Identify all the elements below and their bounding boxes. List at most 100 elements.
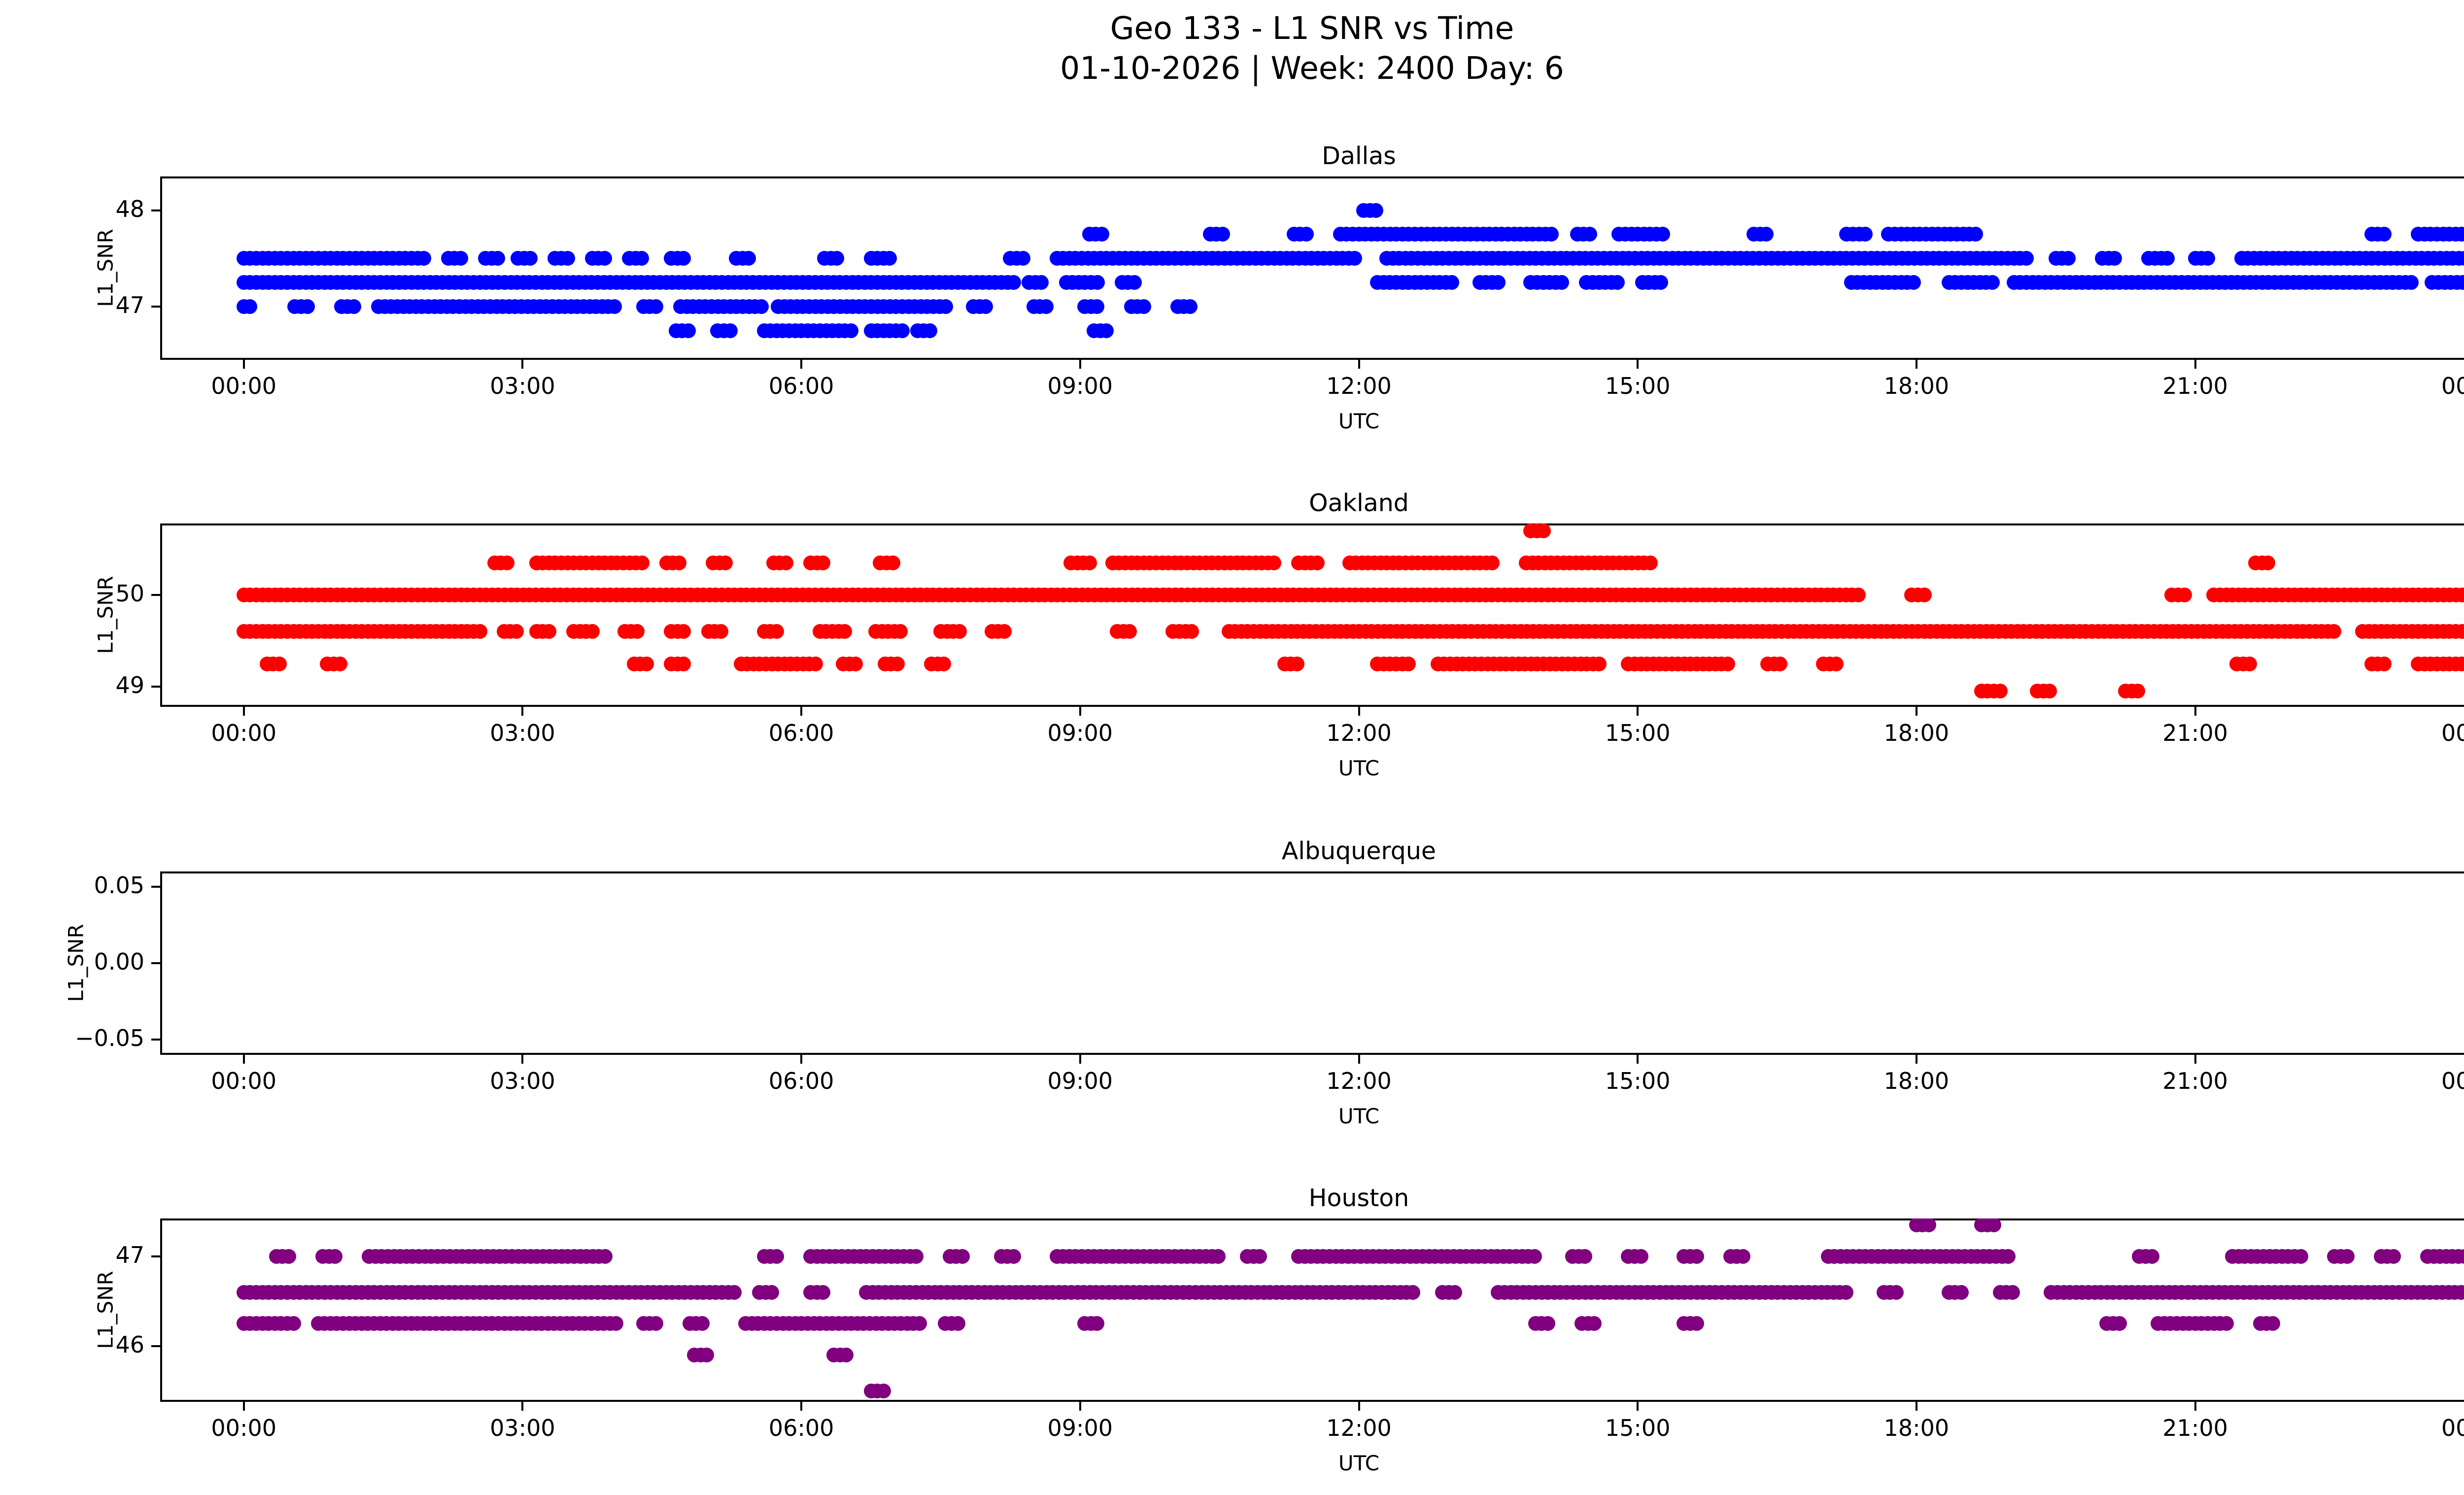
data-point — [630, 624, 645, 639]
x-tick-mark — [2194, 1402, 2196, 1411]
data-point — [1592, 656, 1607, 671]
data-point — [509, 624, 524, 639]
data-point — [1006, 1249, 1021, 1264]
data-point — [1034, 275, 1049, 290]
data-point — [472, 624, 487, 639]
data-point — [328, 1249, 343, 1264]
x-axis-label: UTC — [1338, 409, 1380, 433]
data-point — [2019, 251, 2034, 266]
x-tick-mark — [800, 360, 803, 369]
x-tick-mark — [1079, 1055, 1081, 1064]
x-tick-label: 09:00 — [1047, 1415, 1113, 1441]
y-tick-label: 0.05 — [94, 872, 144, 899]
data-point — [741, 251, 756, 266]
figure-suptitle: Geo 133 - L1 SNR vs Time 01-10-2026 | We… — [1060, 10, 1564, 86]
x-tick-mark — [1915, 707, 1917, 716]
data-point — [996, 624, 1012, 639]
y-tick-mark — [151, 1039, 160, 1041]
data-point — [1090, 1316, 1105, 1331]
subplot-title: Houston — [1308, 1184, 1409, 1212]
x-tick-label: 00:00 — [2441, 720, 2464, 746]
data-point — [1773, 656, 1788, 671]
y-tick-mark — [151, 1255, 160, 1257]
x-tick-mark — [1637, 1402, 1639, 1411]
y-tick-label: 49 — [115, 672, 144, 699]
y-tick-label: −0.05 — [75, 1025, 144, 1051]
x-axis-label: UTC — [1338, 756, 1380, 780]
data-point — [718, 555, 733, 570]
data-point — [2260, 555, 2276, 570]
data-point — [923, 323, 937, 339]
data-point — [648, 299, 663, 314]
x-tick-mark — [1915, 360, 1917, 369]
x-tick-label: 21:00 — [2162, 1068, 2228, 1094]
x-tick-label: 00:00 — [211, 1068, 276, 1094]
x-tick-mark — [2194, 1055, 2196, 1064]
x-tick-mark — [1637, 360, 1639, 369]
data-point — [1401, 656, 1416, 671]
x-tick-label: 06:00 — [768, 1068, 834, 1094]
data-point — [727, 1285, 742, 1300]
subplot-title: Oakland — [1309, 489, 1409, 517]
data-point — [1735, 1249, 1750, 1264]
data-point — [2130, 684, 2146, 699]
data-point — [2060, 251, 2076, 266]
data-point — [885, 555, 900, 570]
data-point — [1653, 275, 1669, 290]
data-point — [1992, 684, 2008, 699]
x-tick-label: 03:00 — [490, 720, 555, 746]
y-tick-label: 50 — [115, 580, 144, 607]
data-point — [648, 1316, 663, 1331]
data-point — [1127, 275, 1142, 290]
x-tick-mark — [800, 707, 803, 716]
data-point — [753, 299, 769, 314]
data-point — [2219, 1316, 2234, 1331]
data-point — [2001, 1249, 2016, 1264]
data-point — [1544, 227, 1559, 242]
y-axis-label: L1_SNR — [64, 924, 88, 1002]
x-axis-label: UTC — [1338, 1104, 1380, 1128]
y-tick-mark — [151, 594, 160, 596]
data-point — [2265, 1316, 2280, 1331]
y-tick-mark — [151, 306, 160, 308]
x-tick-label: 18:00 — [1883, 1415, 1950, 1441]
data-point — [1184, 624, 1199, 639]
data-point — [1858, 227, 1873, 242]
data-point — [764, 1285, 780, 1300]
data-point — [1006, 275, 1022, 290]
y-tick-label: 47 — [115, 292, 144, 319]
x-tick-label: 12:00 — [1326, 1068, 1392, 1094]
x-tick-label: 18:00 — [1883, 373, 1950, 399]
x-tick-mark — [1637, 1055, 1639, 1064]
data-point — [676, 251, 691, 266]
data-point — [1099, 323, 1114, 339]
data-point — [699, 1348, 715, 1363]
data-point — [1610, 275, 1625, 290]
data-point — [2107, 251, 2122, 266]
data-point — [1633, 1249, 1648, 1264]
data-point — [272, 656, 287, 671]
data-point — [1759, 227, 1774, 242]
data-point — [1582, 227, 1597, 242]
x-tick-label: 00:00 — [2441, 1415, 2464, 1441]
data-point — [713, 624, 728, 639]
data-point — [839, 1348, 854, 1363]
data-point — [1527, 1249, 1542, 1264]
data-point — [1082, 555, 1097, 570]
data-point — [955, 1249, 970, 1264]
x-tick-label: 00:00 — [2441, 373, 2464, 399]
data-point — [1643, 555, 1658, 570]
data-point — [2404, 275, 2419, 290]
x-tick-label: 00:00 — [2441, 1068, 2464, 1094]
x-tick-label: 12:00 — [1326, 373, 1392, 399]
x-tick-mark — [521, 360, 524, 369]
data-point — [1015, 251, 1030, 266]
data-point — [2456, 275, 2464, 290]
data-point — [1289, 656, 1304, 671]
x-tick-mark — [242, 1402, 245, 1411]
data-point — [681, 323, 696, 339]
data-point — [634, 251, 650, 266]
data-point — [829, 251, 845, 266]
data-point — [1655, 227, 1670, 242]
data-point — [1266, 555, 1282, 570]
